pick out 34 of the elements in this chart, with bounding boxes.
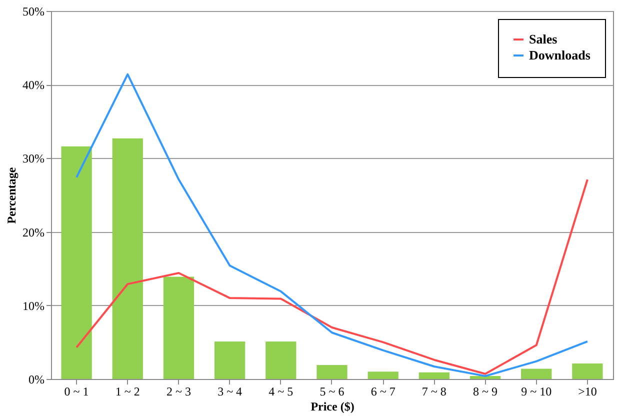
bar — [521, 368, 552, 379]
line-series — [76, 178, 588, 375]
line-series — [76, 73, 588, 378]
x-tick-label: 1 ~ 2 — [115, 384, 140, 398]
x-tick-label: 4 ~ 5 — [268, 384, 294, 398]
bar — [418, 372, 450, 379]
y-tick-label: 40% — [22, 78, 44, 92]
bar — [61, 146, 92, 379]
bar — [368, 372, 398, 379]
bar — [214, 341, 246, 379]
y-tick-label: 0% — [28, 372, 44, 386]
x-tick-label: 6 ~ 7 — [370, 384, 396, 398]
legend-label: Sales — [529, 32, 558, 46]
y-axis-title: Percentage — [4, 166, 19, 224]
x-tick-label: 7 ~ 8 — [422, 384, 446, 398]
x-tick-label: 0 ~ 1 — [64, 384, 89, 398]
x-tick-label: 5 ~ 6 — [320, 384, 344, 398]
x-tick-label: 9 ~ 10 — [521, 384, 552, 398]
legend-label: Downloads — [529, 48, 590, 62]
x-tick-label: >10 — [578, 384, 597, 398]
x-tick-label: 2 ~ 3 — [166, 384, 191, 398]
y-tick-label: 50% — [22, 4, 44, 18]
x-tick-label: 3 ~ 4 — [218, 384, 242, 398]
x-axis-title: Price ($) — [310, 400, 354, 414]
y-tick-label: 10% — [22, 298, 44, 313]
y-tick-label: 20% — [22, 225, 44, 240]
bar — [316, 365, 348, 379]
bar — [572, 364, 603, 379]
y-tick-label: 30% — [22, 152, 44, 166]
bar — [266, 341, 296, 379]
bar — [163, 276, 194, 379]
x-tick-label: 8 ~ 9 — [473, 384, 498, 398]
bar — [112, 138, 143, 379]
bar — [470, 376, 501, 379]
